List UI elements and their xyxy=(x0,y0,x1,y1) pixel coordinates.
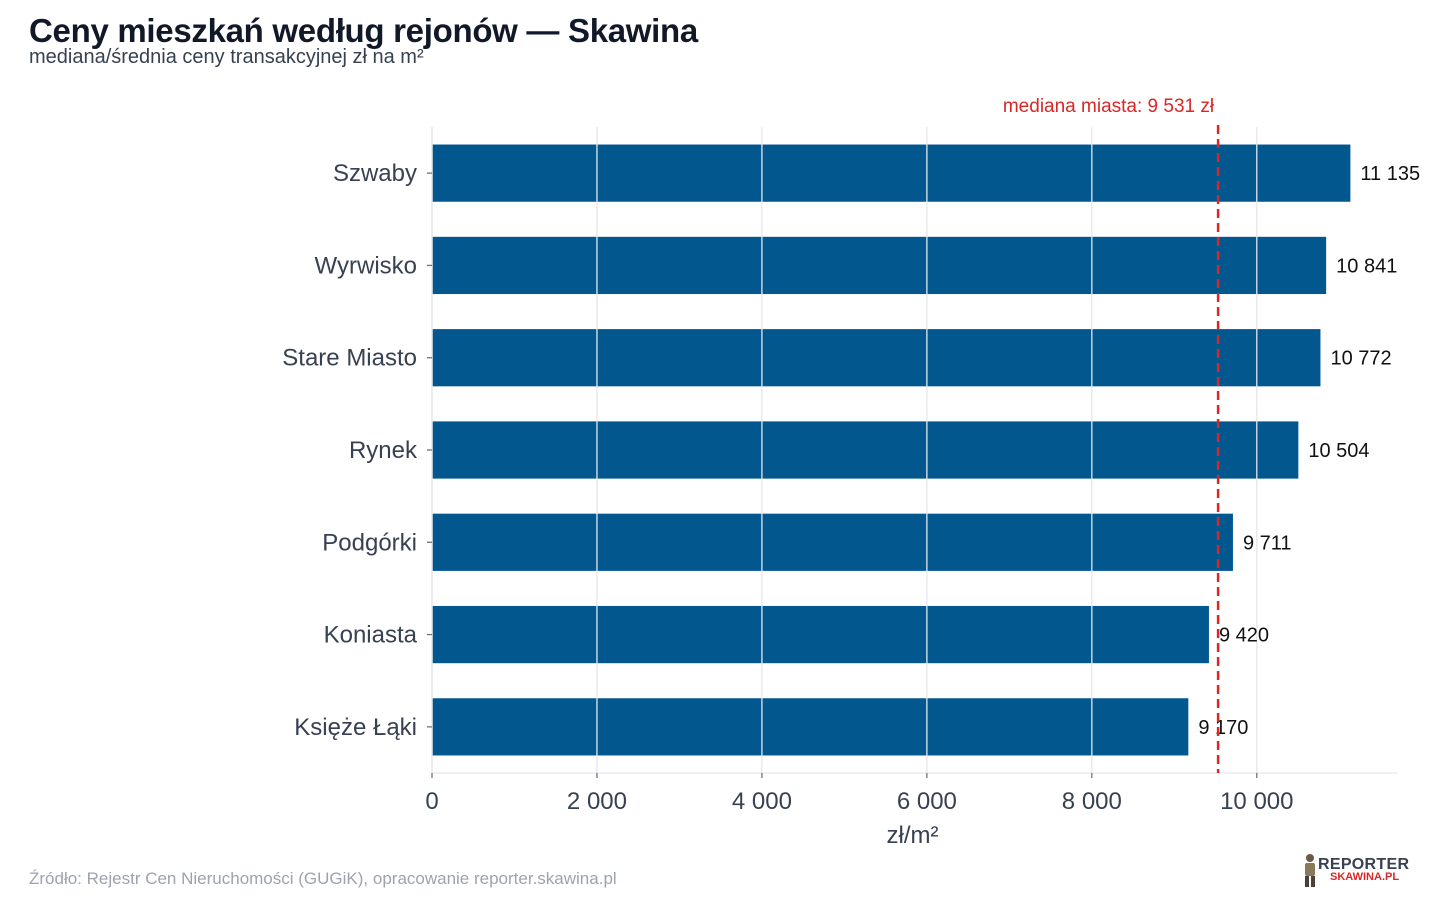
y-tick-label: Podgórki xyxy=(322,529,417,556)
x-axis-label: zł/m² xyxy=(887,822,939,849)
y-tick-label: Stare Miasto xyxy=(282,345,417,372)
bar xyxy=(432,236,1327,295)
bar xyxy=(432,513,1233,571)
bar xyxy=(432,605,1209,664)
value-label: 10 772 xyxy=(1330,348,1391,370)
bar xyxy=(432,144,1351,202)
value-label: 10 504 xyxy=(1308,440,1369,462)
y-tick-label: Rynek xyxy=(349,437,418,464)
source-note: Źródło: Rejestr Cen Nieruchomości (GUGiK… xyxy=(29,869,617,888)
reporter-figure-icon xyxy=(1305,854,1315,887)
x-tick-label: 6 000 xyxy=(897,788,957,815)
x-tick-label: 4 000 xyxy=(732,788,792,815)
x-tick-label: 8 000 xyxy=(1062,788,1122,815)
x-tick-label: 2 000 xyxy=(567,788,627,815)
y-tick-label: Koniasta xyxy=(324,622,418,649)
value-label: 9 170 xyxy=(1198,717,1248,739)
value-label: 10 841 xyxy=(1336,255,1397,277)
y-tick-label: Szwaby xyxy=(333,160,417,187)
bar xyxy=(432,698,1189,756)
logo-text-skawina: SKAWINA.PL xyxy=(1330,871,1400,883)
bar xyxy=(432,329,1321,387)
chart-subtitle: mediana/średnia ceny transakcyjnej zł na… xyxy=(29,46,424,68)
bar xyxy=(432,421,1299,479)
logo-text-reporter: REPORTER xyxy=(1318,856,1410,873)
reporter-skawina-logo: REPORTER SKAWINA.PL xyxy=(1300,852,1410,892)
x-tick-label: 0 xyxy=(425,788,438,815)
value-label: 9 711 xyxy=(1243,532,1292,554)
median-reference-label: mediana miasta: 9 531 zł xyxy=(1003,96,1215,117)
value-label: 9 420 xyxy=(1219,625,1269,647)
y-tick-label: Wyrwisko xyxy=(315,252,417,279)
x-tick-label: 10 000 xyxy=(1220,788,1293,815)
chart-title: Ceny mieszkań według rejonów — Skawina xyxy=(29,12,698,49)
value-label: 11 135 xyxy=(1360,163,1420,185)
y-tick-label: Księże Łąki xyxy=(294,714,417,741)
